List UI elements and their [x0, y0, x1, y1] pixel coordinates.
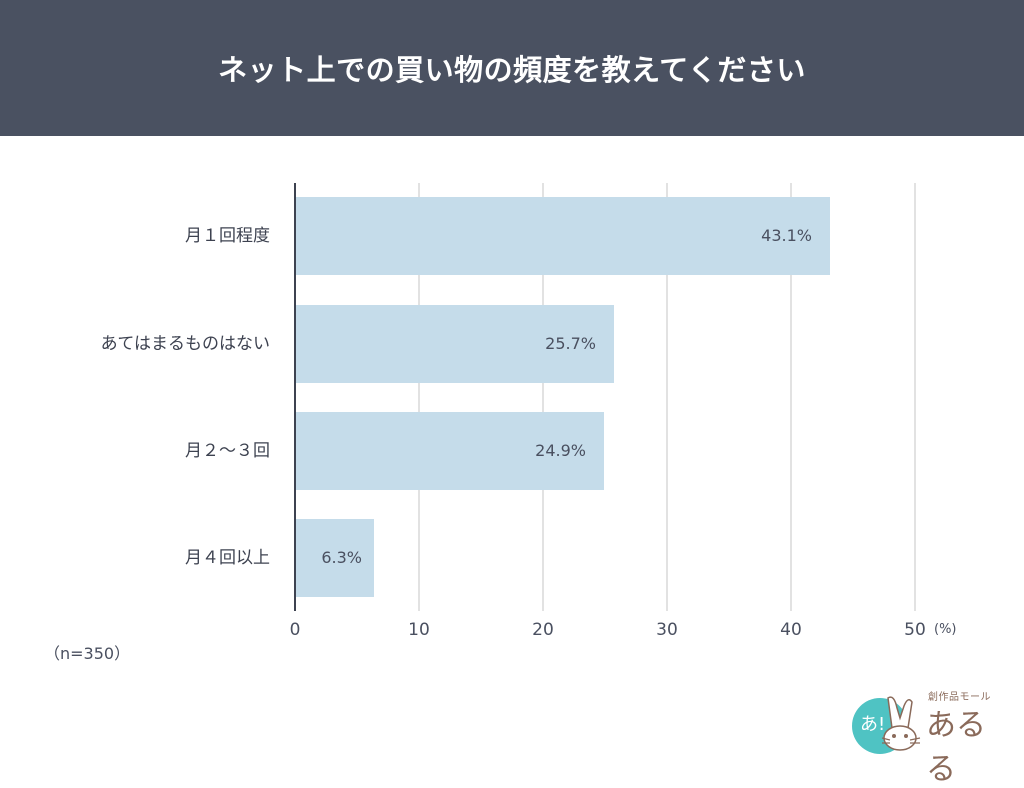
svg-text:あ!: あ! — [860, 714, 885, 735]
category-label: 月４回以上 — [185, 548, 270, 568]
x-tick: 20 — [532, 620, 554, 640]
bar-value-label: 43.1% — [761, 226, 812, 245]
x-tick: 40 — [780, 620, 802, 640]
gridline-40 — [790, 183, 792, 611]
bar-monthly-2-3: 24.9% — [295, 412, 604, 490]
gridline-10 — [418, 183, 420, 611]
bar-value-label: 24.9% — [535, 441, 586, 460]
bar-value-label: 25.7% — [545, 334, 596, 353]
bar-monthly-4-plus: 6.3% — [295, 519, 374, 597]
category-label: 月１回程度 — [185, 226, 270, 246]
category-label: あてはまるものはない — [100, 334, 270, 354]
bar-monthly-once: 43.1% — [295, 197, 830, 275]
gridline-20 — [542, 183, 544, 611]
x-tick: 10 — [408, 620, 430, 640]
logo-subtitle: 創作品モール — [928, 692, 991, 703]
y-axis-line — [294, 183, 296, 611]
bar-value-label: 6.3% — [321, 548, 362, 567]
rabbit-logo-icon: あ! — [852, 696, 921, 754]
sample-size-note: （n=350） — [44, 644, 131, 663]
x-tick: 0 — [289, 620, 301, 640]
gridline-30 — [666, 183, 668, 611]
chart-title: ネット上での買い物の頻度を教えてください — [218, 53, 806, 87]
brand-logo: あ! 創作品モール あるる — [850, 688, 1010, 787]
gridline-50 — [914, 183, 916, 611]
logo-name: あるる — [926, 708, 986, 787]
bar-chart: 43.1% 25.7% 24.9% 6.3% 月１回程度 あてはまるものはない … — [44, 183, 957, 663]
category-label: 月２～３回 — [185, 441, 270, 461]
x-tick: 50 — [904, 620, 926, 640]
x-axis-unit: (%) — [934, 622, 957, 637]
chart-header: ネット上での買い物の頻度を教えてください — [0, 0, 1024, 136]
bar-none-apply: 25.7% — [295, 305, 614, 383]
x-tick: 30 — [656, 620, 678, 640]
